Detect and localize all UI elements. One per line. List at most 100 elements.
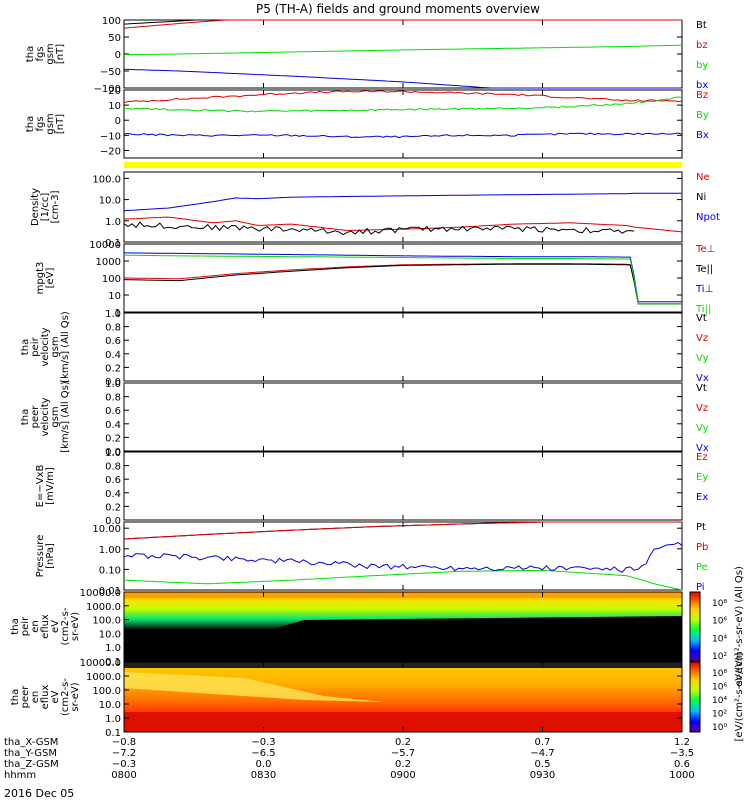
x-axis-row-value: 0.0 xyxy=(256,759,272,770)
panel-frame xyxy=(123,312,683,382)
x-axis-row-value: −0.3 xyxy=(112,759,136,770)
panel-peer-velocity: 1.0 0.8 0.6 0.4 0.2 0.0 thapeervelocitygsm[km/… xyxy=(20,379,709,458)
legend-entry: Te⊥ xyxy=(695,244,715,255)
y-tick-label: 0.8 xyxy=(105,323,121,334)
y-axis-label-line: tha xyxy=(25,116,36,132)
y-axis-label: thapeirvelocitygsm[km/s] (All Qs) xyxy=(20,311,71,383)
series-ni-line xyxy=(123,221,635,236)
legend-entry: Vt xyxy=(696,313,707,324)
y-tick-label: 0.01 xyxy=(99,586,121,597)
legend-entry: Ex xyxy=(696,492,708,503)
series-bx-line xyxy=(123,68,682,89)
legend-entry: Vx xyxy=(696,373,709,384)
series-npot-line xyxy=(123,192,682,212)
y-tick-label: 0.0 xyxy=(105,377,121,388)
y-axis-label: E=−VxB[mV/m] xyxy=(35,465,56,508)
legend-entry: Pb xyxy=(696,542,708,553)
y-tick-label: 1 xyxy=(115,308,121,319)
panel-density: 100.0 10.0 1.0 0.1 Density[1/cc][cm-3] Ne Ni Np… xyxy=(30,171,720,249)
x-axis-row-value: 0.6 xyxy=(674,759,690,770)
colorbar-title: [eV/(cm²-s-sr-eV)] xyxy=(734,652,745,741)
colorbar-label: 10⁴ xyxy=(712,634,727,644)
y-axis-label-line: sr-eV) xyxy=(70,612,81,641)
colorbar-label: 10⁸ xyxy=(712,669,727,679)
x-axis-row-label: tha_X-GSM xyxy=(4,737,58,748)
y-axis-label-line: gsm xyxy=(50,406,61,427)
colorbar-label: 10⁰ xyxy=(712,723,727,733)
y-axis-label-line: tha xyxy=(10,689,21,705)
series-te-line xyxy=(123,263,682,305)
panel-temperature: 10000 1000 100 10 1 mpgt3[eV] Te⊥ Te|| Ti⊥ Ti|| xyxy=(35,240,715,319)
x-axis-row-value: −4.7 xyxy=(530,748,554,759)
panel-fgs-gsm-zoom: 20 10 0 −10 −20 thafgsgsm[nT] Bz By Bx xyxy=(25,86,709,159)
y-tick-label: 1.0 xyxy=(105,309,121,320)
x-axis-row-label: tha_Z-GSM xyxy=(4,759,59,770)
legend-entry: Pe xyxy=(696,562,708,573)
y-tick-label: −10 xyxy=(100,131,121,142)
y-tick-label: 100.0 xyxy=(92,616,121,627)
colorbar-label: 10² xyxy=(712,652,727,662)
y-axis-label: thafgsgsm[nT] xyxy=(25,113,66,134)
y-tick-label: 0.8 xyxy=(105,462,121,473)
date-label: 2016 Dec 05 xyxy=(4,787,74,800)
y-tick-label: 100.0 xyxy=(92,174,121,185)
y-tick-label: 0.2 xyxy=(105,502,121,513)
series-by-line xyxy=(123,96,683,113)
y-tick-label: 0.1 xyxy=(105,728,121,739)
y-tick-label: 10.0 xyxy=(99,629,121,640)
panel-peer-spectrogram: 10000.0 1000.0 100.0 10.0 1.0 0.1 thapeerenefl… xyxy=(10,658,683,739)
colorbar-label: 10⁶ xyxy=(712,617,727,627)
y-tick-label: −100 xyxy=(94,84,121,95)
colorbar-scale xyxy=(689,661,701,733)
y-axis-label-line: eflux xyxy=(40,614,51,639)
x-axis-row-value: 0930 xyxy=(530,770,555,781)
panel-peir-spectrogram: 10000.0 1000.0 100.0 10.0 1.0 0.1 thapeirenefl… xyxy=(10,588,683,668)
legend-entry: Vy xyxy=(696,423,709,434)
y-axis-label-line: peer xyxy=(30,405,41,429)
legend-entry: Ti⊥ xyxy=(695,284,713,295)
y-axis-label-line: [nT] xyxy=(55,114,66,134)
y-axis-label-line: [km/s] (All Qs) xyxy=(60,381,71,453)
y-axis-label-line: [nPa] xyxy=(45,543,56,569)
y-axis-label-line: eV xyxy=(50,690,61,703)
legend-entry: Pt xyxy=(696,522,706,533)
y-tick-label: 0.0 xyxy=(105,516,121,527)
y-axis-label-line: E=−VxB xyxy=(35,465,46,508)
y-axis-label-line: Density xyxy=(30,188,41,226)
y-axis-label: thapeerenefluxeV(cm2-s-sr-eV) xyxy=(10,678,81,716)
legend-entry: Vt xyxy=(696,383,707,394)
y-axis-label: Density[1/cc][cm-3] xyxy=(30,188,61,226)
panel-efield: 1.0 0.8 0.6 0.4 0.2 0.0 E=−VxB[mV/m] Ez Ey Ex xyxy=(35,448,708,527)
y-tick-label: 100 xyxy=(102,274,121,285)
legend-entry: bx xyxy=(696,80,708,91)
y-axis-label-line: peir xyxy=(20,616,31,636)
panel-fgs-gsm: 100 50 0 −50 −100 thafgsgsm[nT] Bt bz by bx xyxy=(25,16,708,95)
y-axis-label: Pressure[nPa] xyxy=(35,535,56,578)
y-tick-label: 1.0 xyxy=(105,714,121,725)
panel-frame xyxy=(123,89,683,159)
legend-entry: Ey xyxy=(696,472,708,483)
x-axis-row-value: −0.8 xyxy=(112,737,136,748)
y-tick-label: 100 xyxy=(102,16,121,27)
y-axis-label-line: sr-eV) xyxy=(70,682,81,711)
x-axis-row-value: −0.3 xyxy=(251,737,275,748)
y-tick-label: 10.0 xyxy=(99,700,121,711)
legend-entry: Pi xyxy=(696,582,705,593)
x-axis-row-value: 0.7 xyxy=(535,737,551,748)
legend-entry: Bx xyxy=(696,130,709,141)
y-axis-label-line: eflux xyxy=(40,685,51,710)
panel-pressure: 10.00 1.00 0.10 0.01 Pressure[nPa] Pt Pb Pe Pi xyxy=(35,521,708,597)
y-axis-label: thapeirenefluxeV(cm2-s-sr-eV) xyxy=(10,607,81,645)
y-tick-label: 0.6 xyxy=(105,406,121,417)
y-axis-label-line: [km/s] (All Qs) xyxy=(60,311,71,383)
colorbar-scale xyxy=(689,591,701,662)
y-tick-label: 1000.0 xyxy=(86,602,121,613)
y-tick-label: 0.6 xyxy=(105,475,121,486)
panel-frame xyxy=(123,521,683,591)
y-axis-label: thafgsgsm[nT] xyxy=(25,43,66,64)
x-axis-row-label: hhmm xyxy=(4,770,36,781)
y-axis-label-line: [cm-3] xyxy=(50,190,61,223)
x-axis-row-value: 0.2 xyxy=(395,737,411,748)
series-bx-line xyxy=(123,132,683,139)
